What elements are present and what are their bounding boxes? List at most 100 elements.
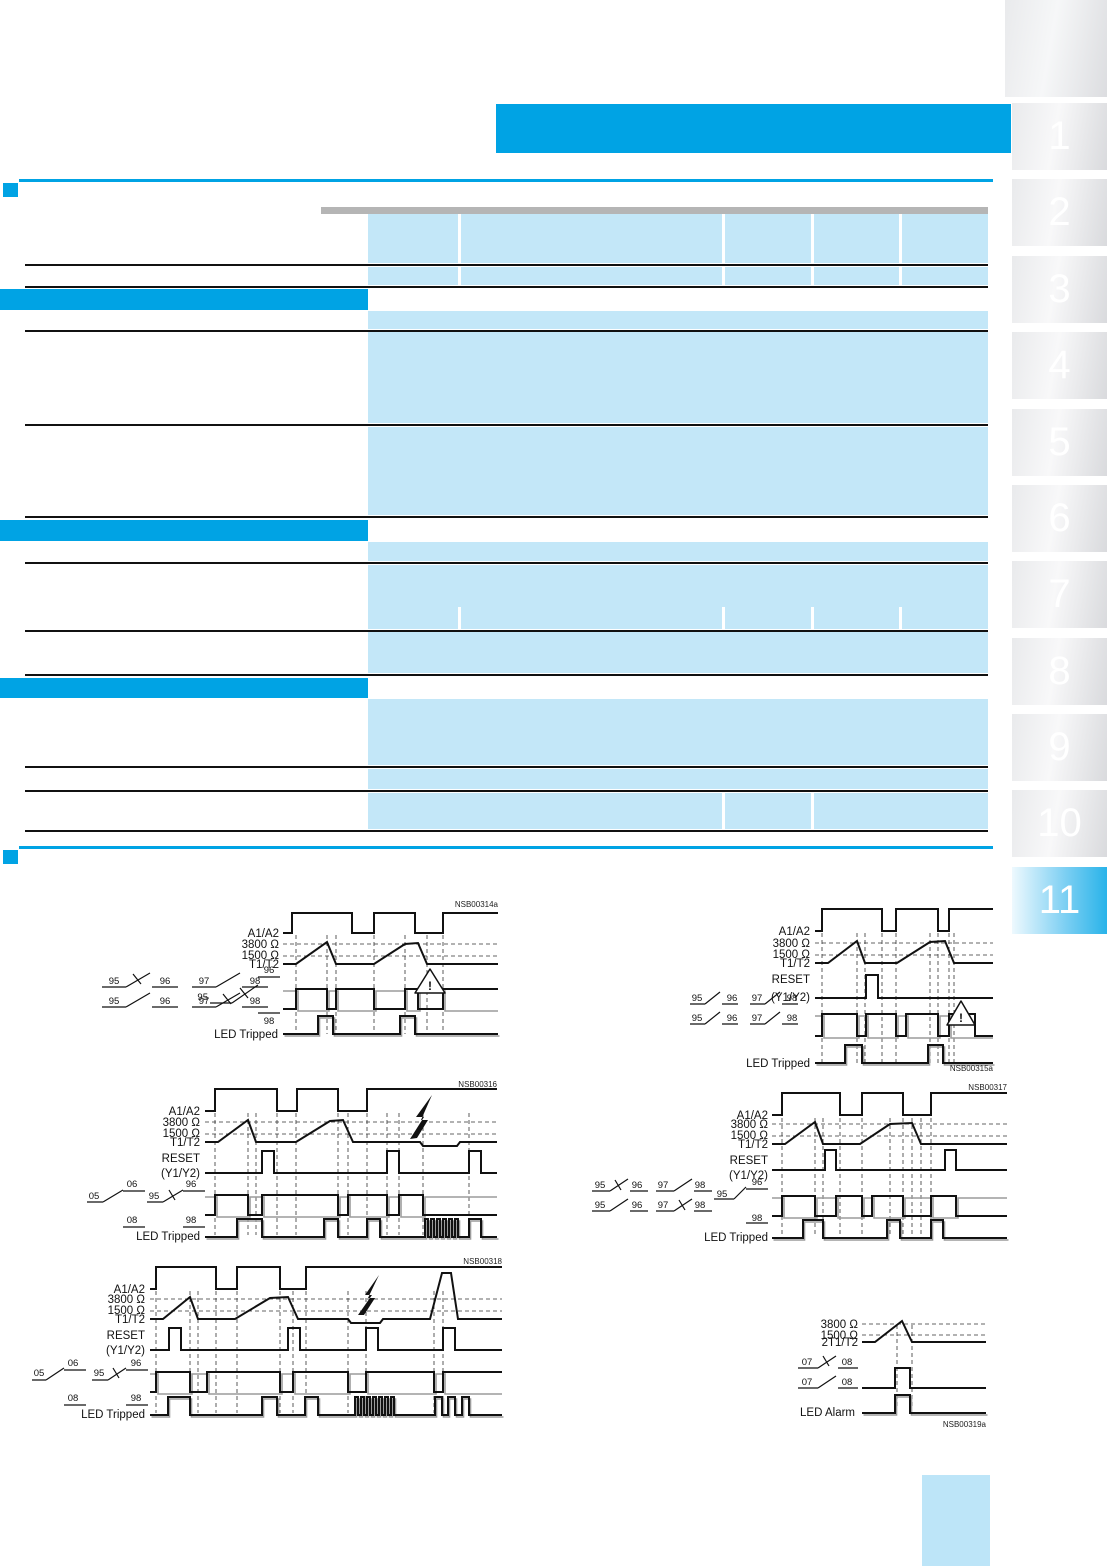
signal-label-1500: 1500 Ω <box>731 1130 769 1142</box>
relay-waveform <box>150 1371 502 1393</box>
contact-number: 98 <box>186 1215 197 1226</box>
table-row-block <box>368 311 988 329</box>
contact-number: 98 <box>131 1393 142 1404</box>
column-separator <box>899 607 902 629</box>
warning-mark: ! <box>428 979 432 993</box>
timing-diagram-nsb00317: NSB00317 A1/A2 3800 Ω 1500 Ω T1/T2 RESET… <box>590 1080 1010 1257</box>
relay-waveform-gray <box>205 1196 497 1218</box>
led-waveform <box>772 1219 1007 1239</box>
tab-label: 9 <box>1048 725 1071 769</box>
timing-guides <box>295 935 444 1034</box>
timing-diagram-nsb00316: NSB00316 A1/A2 3800 Ω 1500 Ω T1/T2 RESET… <box>85 1077 500 1257</box>
contact-number: 08 <box>842 1357 853 1368</box>
table-row-block <box>368 769 988 789</box>
signal-label-3800: 3800 Ω <box>773 938 811 950</box>
sidebar-tab-4[interactable]: 4 <box>1012 332 1107 399</box>
contact-number: 95 <box>109 976 120 987</box>
led-waveform <box>283 1015 498 1035</box>
reset-waveform <box>150 1327 502 1351</box>
row-line <box>25 286 988 288</box>
contact-number: 95 <box>595 1180 606 1191</box>
contact-number: 95 <box>109 996 120 1007</box>
contact-symbols: 95 96 97 98 95 96 97 98 95 96 98 <box>102 965 280 1027</box>
header-banner <box>496 104 1011 153</box>
relay-waveform <box>862 1367 986 1389</box>
column-separator <box>458 607 461 629</box>
contact-number: 97 <box>752 1013 763 1024</box>
table-row-block <box>368 699 988 765</box>
contact-number: 98 <box>264 1016 275 1027</box>
sidebar-tab-10[interactable]: 10 <box>1012 790 1107 857</box>
contact-symbols: 05 06 08 95 96 98 <box>32 1358 148 1406</box>
contact-number: 97 <box>658 1200 669 1211</box>
contact-number: 98 <box>250 976 261 987</box>
signal-label-led: LED Tripped <box>136 1231 200 1243</box>
signal-label-supply: A1/A2 <box>114 1284 145 1296</box>
signal-label-supply: A1/A2 <box>248 928 279 940</box>
table-row-block <box>368 332 988 423</box>
sidebar-tab-3[interactable]: 3 <box>1012 256 1107 323</box>
signal-label-1500: 1500 Ω <box>242 950 280 962</box>
sidebar-tab-blank <box>1005 0 1107 97</box>
diagram-ref: NSB00317 <box>968 1083 1007 1092</box>
short-circuit-bolt-icon <box>358 1275 379 1315</box>
signal-label-reset: RESET <box>162 1153 200 1165</box>
contact-number: 96 <box>264 965 275 976</box>
signal-label-probe: T1/T2 <box>780 958 810 970</box>
contact-number: 96 <box>160 976 171 987</box>
sidebar-tab-9[interactable]: 9 <box>1012 714 1107 781</box>
section-band <box>0 520 368 541</box>
section-marker-bottom <box>3 850 18 864</box>
sidebar-tab-1[interactable]: 1 <box>1012 103 1107 170</box>
row-line <box>25 516 988 518</box>
sidebar-tab-5[interactable]: 5 <box>1012 409 1107 476</box>
resistance-curve <box>283 940 498 965</box>
contact-symbols: 95 96 97 98 95 96 97 98 <box>690 991 798 1025</box>
signal-label-reset: RESET <box>772 974 810 986</box>
sidebar-tab-6[interactable]: 6 <box>1012 485 1107 552</box>
contact-number: 08 <box>68 1393 79 1404</box>
signal-label-1500: 1500 Ω <box>821 1330 859 1342</box>
contact-number: 96 <box>160 996 171 1007</box>
row-line <box>25 264 988 266</box>
signal-label-probe: T1/T2 <box>249 959 279 971</box>
section-marker-top <box>3 183 18 197</box>
sidebar-tab-7[interactable]: 7 <box>1012 561 1107 628</box>
signal-label-3800: 3800 Ω <box>731 1119 769 1131</box>
contact-number: 05 <box>34 1368 45 1379</box>
contact-number: 95 <box>717 1189 728 1200</box>
contact-number: 05 <box>89 1191 100 1202</box>
table-row-block <box>368 427 988 515</box>
sidebar-tab-11-active[interactable]: 11 <box>1012 867 1107 934</box>
tab-label: 3 <box>1048 267 1071 311</box>
resistance-curve <box>205 1118 497 1147</box>
relay-waveform-gray <box>815 1015 993 1039</box>
relay-waveform <box>283 988 498 1010</box>
signal-label-1500: 1500 Ω <box>773 949 811 961</box>
signal-label-led: LED Tripped <box>746 1058 810 1070</box>
signal-label-reset: RESET <box>107 1330 145 1342</box>
signal-label-supply: A1/A2 <box>169 1106 200 1118</box>
tab-label: 10 <box>1037 801 1082 845</box>
signal-label-1500: 1500 Ω <box>163 1128 201 1140</box>
table-row-block <box>368 565 988 629</box>
contact-number: 95 <box>197 992 208 1003</box>
contact-number: 08 <box>842 1377 853 1388</box>
row-line <box>25 766 988 768</box>
contact-number: 98 <box>695 1200 706 1211</box>
table-row-block <box>368 793 988 829</box>
contact-symbols: 95 96 97 98 95 96 97 98 95 96 98 <box>592 1177 768 1224</box>
signal-label-reset-terminals: (Y1/Y2) <box>106 1345 145 1357</box>
table-row-block <box>368 632 988 673</box>
tab-label: 6 <box>1048 496 1071 540</box>
sidebar-tab-2[interactable]: 2 <box>1012 179 1107 246</box>
diagram-ref: NSB00318 <box>463 1257 502 1266</box>
resistance-curve <box>150 1272 502 1324</box>
sidebar-tab-8[interactable]: 8 <box>1012 638 1107 705</box>
contact-number: 96 <box>632 1180 643 1191</box>
timing-diagram-nsb00318: NSB00318 A1/A2 3800 Ω 1500 Ω T1/T2 RESET… <box>30 1255 505 1432</box>
signal-label-led: LED Tripped <box>214 1029 278 1041</box>
table-row-block <box>368 542 988 561</box>
tab-label: 11 <box>1038 878 1081 922</box>
